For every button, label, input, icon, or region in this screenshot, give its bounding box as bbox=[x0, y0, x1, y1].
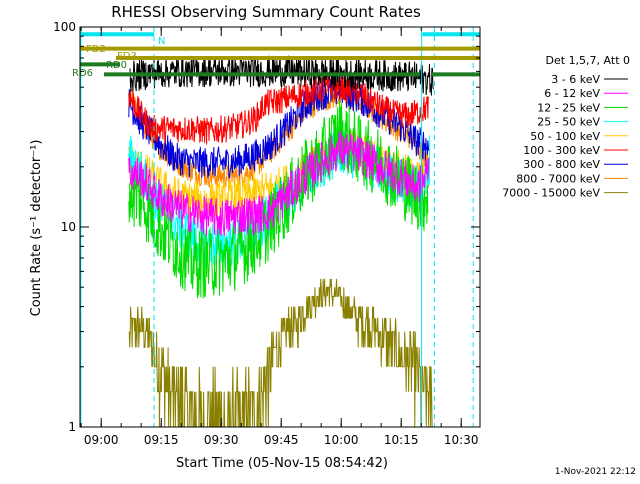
flag-label: RD6 bbox=[72, 68, 93, 79]
y-tick-label: 1 bbox=[68, 420, 76, 434]
x-tick-label: 09:00 bbox=[84, 433, 119, 447]
timestamp: 1-Nov-2021 22:12 bbox=[555, 467, 636, 477]
legend-entry-label: 800 - 7000 keV bbox=[516, 172, 600, 185]
legend-header: Det 1,5,7, Att 0 bbox=[546, 54, 630, 67]
y-tick-label: 100 bbox=[53, 20, 76, 34]
series-line bbox=[128, 76, 430, 179]
series-line bbox=[128, 73, 430, 145]
x-tick-label: 10:30 bbox=[444, 433, 479, 447]
legend-entry-label: 7000 - 15000 keV bbox=[502, 187, 600, 200]
x-tick-label: 09:30 bbox=[204, 433, 239, 447]
x-tick-label: 09:15 bbox=[144, 433, 179, 447]
series-line bbox=[128, 131, 430, 237]
legend-entry-label: 25 - 50 keV bbox=[537, 116, 600, 129]
plot-data-group bbox=[128, 55, 434, 427]
legend-entry-label: 3 - 6 keV bbox=[551, 73, 600, 86]
x-axis-label: Start Time (05-Nov-15 08:54:42) bbox=[176, 456, 388, 471]
legend-entry-label: 12 - 25 keV bbox=[537, 101, 600, 114]
flag-label: RD0 bbox=[106, 60, 127, 71]
y-axis-label: Count Rate (s⁻¹ detector⁻¹) bbox=[29, 140, 44, 317]
x-tick-label: 10:00 bbox=[324, 433, 359, 447]
flag-label: FD2 bbox=[86, 44, 106, 55]
x-tick-label: 10:15 bbox=[384, 433, 419, 447]
x-tick-label: 09:45 bbox=[264, 433, 299, 447]
legend-entry-label: 50 - 100 keV bbox=[530, 130, 600, 143]
series-line bbox=[129, 55, 434, 96]
series-line bbox=[128, 278, 434, 427]
y-tick-label: 10 bbox=[61, 220, 76, 234]
flag-label: N bbox=[158, 36, 165, 47]
chart-title: RHESSI Observing Summary Count Rates bbox=[111, 3, 421, 21]
legend-entry-label: 100 - 300 keV bbox=[523, 144, 600, 157]
legend-entry-label: 6 - 12 keV bbox=[544, 87, 600, 100]
legend-entry-label: 300 - 800 keV bbox=[523, 158, 600, 171]
flag-label: FD3 bbox=[117, 51, 137, 62]
